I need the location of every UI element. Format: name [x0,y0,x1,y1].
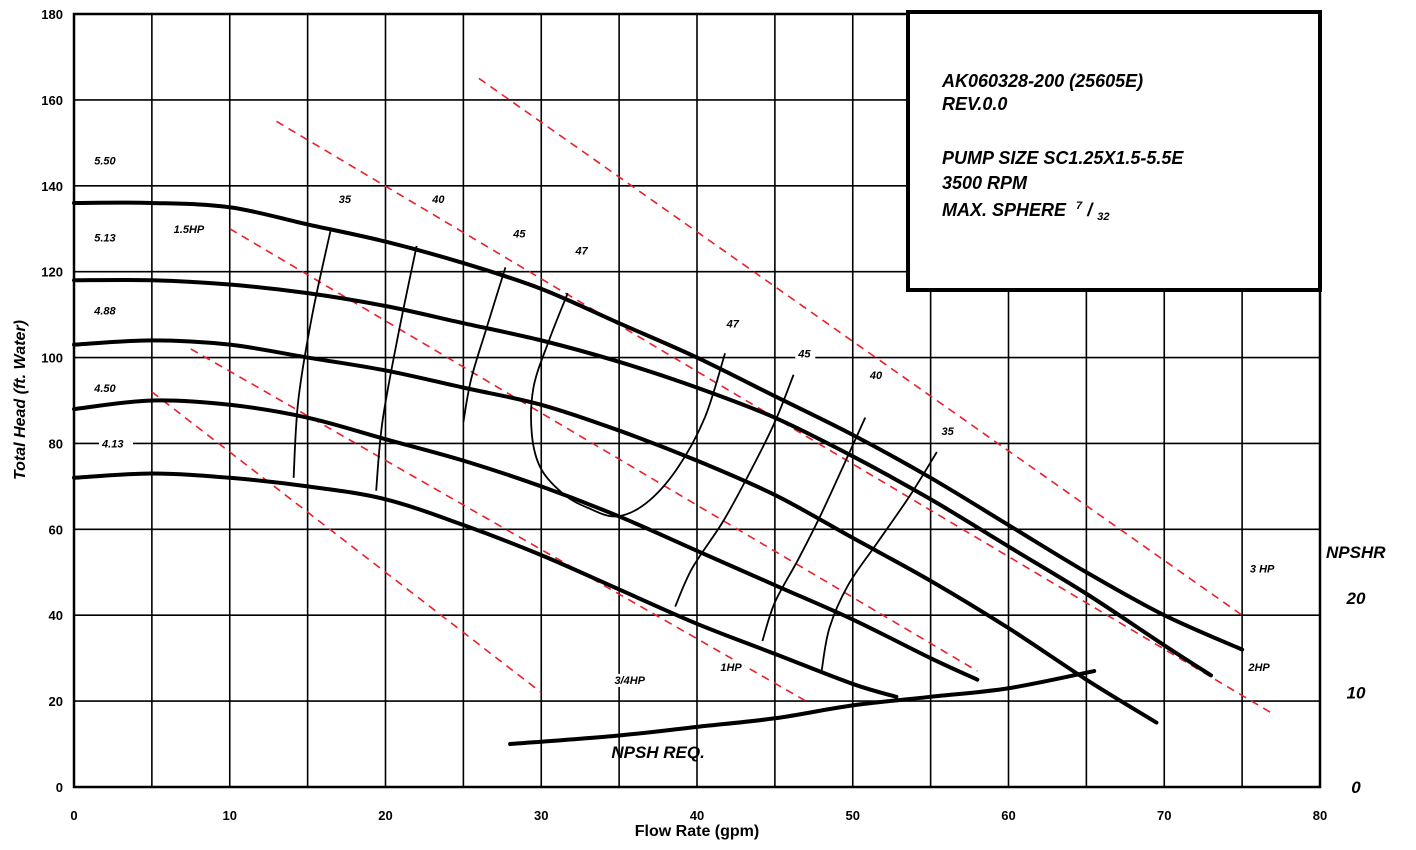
x-tick-label: 70 [1157,808,1171,823]
x-tick-label: 20 [378,808,392,823]
y-tick-label: 120 [41,265,63,280]
efficiency-label: 47 [575,245,589,257]
x-tick-label: 30 [534,808,548,823]
info-model: AK060328-200 (25605E) [941,71,1143,91]
y-tick-label: 40 [49,608,63,623]
npsh-axis-title: NPSHR [1326,543,1386,562]
y-tick-label: 180 [41,7,63,22]
efficiency-curve [820,451,938,672]
npsh-curve-group: NPSH REQ. [508,669,1097,762]
efficiency-curves [292,228,938,672]
diameter-label-bg [91,304,126,318]
efficiency-label: 45 [512,228,526,240]
npsh-axis-ticks: 20 10 0 [1346,589,1366,797]
diameter-label-bg [91,231,126,245]
hp-line [190,348,807,702]
x-tick-label: 40 [690,808,704,823]
npsh-tick-label: 0 [1351,778,1361,797]
hp-label-bg [170,223,212,237]
diameter-label: 4.50 [93,383,116,395]
hp-label: 2HP [1247,662,1270,674]
diameter-label-bg [91,381,126,395]
efficiency-label-bg [510,227,531,241]
x-axis-title: Flow Rate (gpm) [635,823,759,840]
head-curve [72,471,899,699]
diameter-label-bg [99,437,134,451]
npsh-tick-label: 10 [1347,684,1366,703]
hp-label-bg [611,673,653,687]
efficiency-label: 40 [869,370,883,382]
diameter-label: 5.13 [94,233,115,245]
efficiency-label: 35 [339,194,352,206]
efficiency-label-bg [335,192,356,206]
y-tick-label: 60 [49,522,63,537]
info-max-sphere-label: MAX. SPHERE [942,200,1067,220]
efficiency-label-bg [572,244,593,258]
chart-labels: 5.50 5.13 4.88 4.50 4.13 35 40 45 47 47 45 40 35 3/4H… [91,154,1281,687]
head-curve [72,398,980,682]
efficiency-label: 47 [726,318,740,330]
efficiency-curve [761,417,867,642]
npsh-tick-label: 20 [1346,589,1366,608]
x-tick-label: 0 [70,808,77,823]
efficiency-label: 45 [797,349,811,361]
y-axis-title: Total Head (ft. Water) [12,320,29,480]
y-tick-label: 20 [49,694,63,709]
y-tick-label: 160 [41,93,63,108]
hp-label: 3 HP [1250,563,1275,575]
diameter-label: 5.50 [94,155,116,167]
x-tick-label: 10 [223,808,237,823]
hp-label: 3/4HP [614,675,645,687]
efficiency-label-bg [938,424,959,438]
info-revision: REV.0.0 [942,94,1007,114]
x-tick-label: 50 [846,808,860,823]
info-box-frame [906,10,1322,292]
axis-ticks: 0 10 20 30 40 50 60 70 80 0 20 40 60 80 100 120 140 160 18… [41,7,1327,823]
head-curves [72,200,1245,725]
efficiency-curve [292,228,332,478]
y-tick-label: 80 [49,436,63,451]
hp-line [151,391,542,694]
plot-frame [72,12,1322,789]
npsh-curve-label: NPSH REQ. [611,743,705,762]
hp-line [229,228,978,672]
diameter-label: 4.88 [93,306,116,318]
efficiency-curve [375,245,418,491]
y-tick-label: 100 [41,351,63,366]
head-curve [72,200,1245,652]
hp-label: 1.5HP [174,224,205,236]
y-tick-label: 0 [56,780,63,795]
diameter-label: 4.13 [101,439,123,451]
hp-label-bg [717,661,745,675]
info-pump-size: PUMP SIZE SC1.25X1.5-5.5E [942,148,1184,168]
efficiency-curve [530,292,726,518]
npsh-curve [508,669,1097,747]
efficiency-label: 35 [942,426,955,438]
diameter-label-bg [91,154,126,168]
info-sphere-denominator: 32 [1097,211,1109,223]
info-sphere-slash: / [1086,200,1094,220]
hp-label-bg [1245,661,1273,675]
hp-label: 1HP [720,662,742,674]
efficiency-label-bg [723,317,744,331]
info-rpm: 3500 RPM [942,173,1028,193]
info-sphere-numerator: 7 [1076,200,1083,212]
x-tick-label: 60 [1001,808,1015,823]
head-curve [72,277,1213,678]
efficiency-curve [462,267,507,423]
head-curve [72,338,1159,725]
efficiency-label-bg [795,347,816,361]
hp-label-bg [1246,562,1281,576]
efficiency-label-bg [429,192,450,206]
efficiency-label-bg [866,369,887,383]
info-box: AK060328-200 (25605E) REV.0.0 PUMP SIZE … [906,10,1322,292]
x-tick-label: 80 [1313,808,1327,823]
efficiency-label: 40 [431,194,445,206]
hp-line [478,77,1243,616]
info-max-sphere: MAX. SPHERE 7 / 32 [942,193,1109,223]
y-tick-label: 140 [41,179,63,194]
efficiency-curve [674,374,795,607]
